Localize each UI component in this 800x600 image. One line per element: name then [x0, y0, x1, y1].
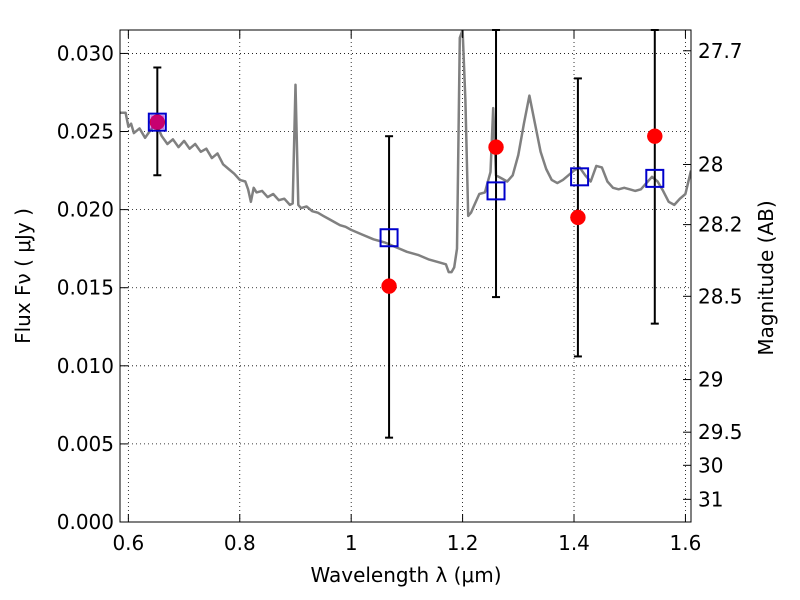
y-tick-label: 0.025	[57, 120, 114, 144]
x-tick-label: 0.6	[112, 531, 144, 555]
right-tick-label: 27.7	[698, 39, 743, 63]
model-sed-line-layer	[120, 30, 691, 274]
right-tick-label: 31	[698, 487, 723, 511]
x-tick-label: 1.6	[670, 531, 702, 555]
model-band-flux-markers	[147, 112, 665, 248]
right-tick-label: 29	[698, 368, 723, 392]
y-tick-label: 0.030	[57, 41, 114, 65]
y-tick-label: 0.015	[57, 276, 114, 300]
observed-flux-point	[647, 128, 663, 144]
model-band-flux-square	[645, 168, 665, 188]
model-band-flux-square	[486, 181, 506, 201]
right-tick-label: 28	[698, 152, 723, 176]
plot-frame	[119, 29, 692, 523]
x-tick-label: 0.8	[224, 531, 256, 555]
x-tick-label: 1	[345, 531, 358, 555]
right-tick-label: 28.5	[698, 284, 743, 308]
grid	[120, 30, 691, 523]
y-tick-label: 0.005	[57, 432, 114, 456]
y-axis-label: Flux Fν ( μJy )	[11, 208, 35, 344]
right-tick-label: 28.2	[698, 213, 743, 237]
right-tick-label: 30	[698, 453, 723, 477]
model-band-flux-square	[570, 167, 590, 187]
observed-flux-markers	[149, 114, 663, 294]
x-tick-label: 1.4	[558, 531, 590, 555]
x-tick-label: 1.2	[447, 531, 479, 555]
model-band-flux-square	[379, 228, 399, 248]
axis-ticks: 0.6 0.8 1 1.2 1.4 1.6 0.000 0.005 0.010 0.015 0.02…	[57, 30, 743, 555]
model-band-flux-square	[147, 112, 167, 132]
overlap-marker	[150, 115, 165, 130]
right-tick-label: 29.5	[698, 420, 743, 444]
y-tick-label: 0.010	[57, 354, 114, 378]
x-axis-label: Wavelength λ (μm)	[310, 563, 501, 587]
model-sed-line	[120, 30, 691, 274]
observed-flux-point	[488, 139, 504, 155]
right-axis-label: Magnitude (AB)	[754, 200, 778, 355]
observed-flux-point	[570, 209, 586, 226]
y-tick-label: 0.020	[57, 198, 114, 222]
y-tick-label: 0.000	[57, 510, 114, 534]
observed-flux-point	[381, 278, 397, 294]
error-bars-layer	[153, 29, 659, 439]
